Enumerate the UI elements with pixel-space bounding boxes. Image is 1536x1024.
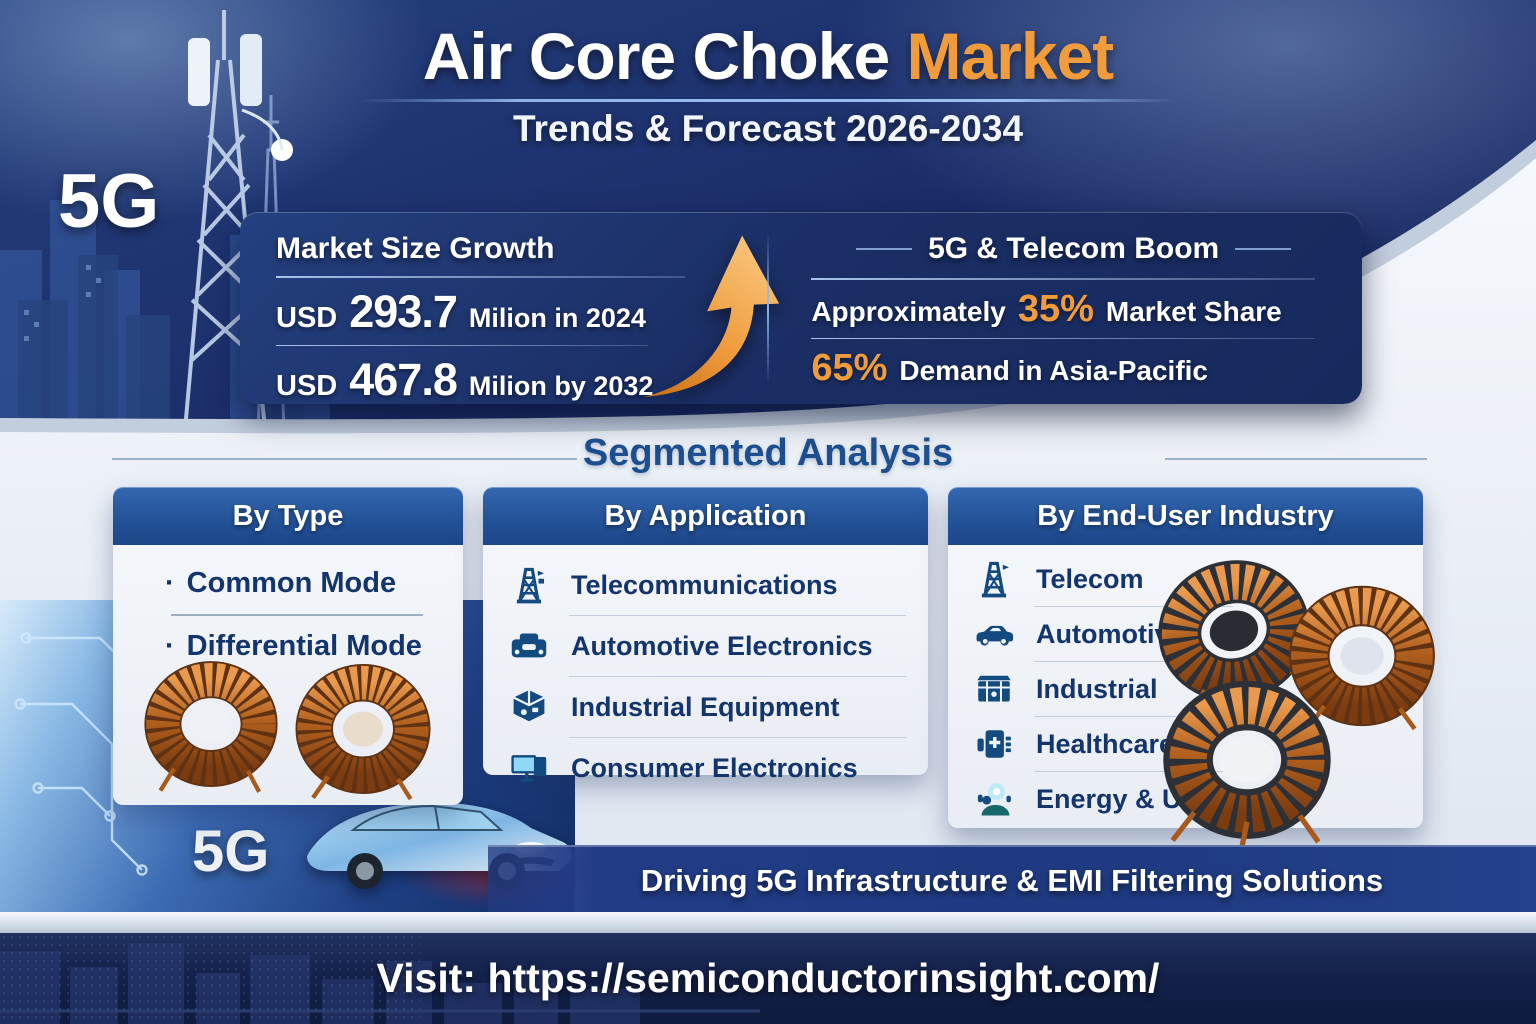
car-icon <box>976 625 1014 646</box>
toroid-coil-image <box>1289 585 1435 731</box>
application-label: Telecommunications <box>571 569 838 600</box>
toroid-coil-image <box>144 661 278 793</box>
application-label: Industrial Equipment <box>571 691 840 722</box>
end-user-row-industrial: Industrial <box>948 662 1423 716</box>
application-label: Automotive Electronics <box>571 630 873 661</box>
section-divider-line <box>1165 458 1427 460</box>
decorative-dash <box>1235 248 1292 250</box>
title-divider <box>358 99 1178 103</box>
type-item-common-mode: Common Mode <box>165 567 463 600</box>
telecom-boom-title: 5G & Telecom Boom <box>928 232 1220 265</box>
banner-text: Driving 5G Infrastructure & EMI Filterin… <box>640 862 1384 898</box>
boom-row-suffix: Market Share <box>1105 295 1282 327</box>
page-title: Air Core Choke Market <box>0 19 1536 93</box>
market-value-2024-suffix: Milion in 2024 <box>468 302 646 333</box>
title-main: Air Core Choke <box>422 19 890 93</box>
application-row-telecommunications: Telecommunications <box>483 555 928 615</box>
asia-pacific-percent: 65% <box>811 347 888 389</box>
row-divider <box>1034 606 1233 607</box>
row-divider <box>171 614 423 616</box>
row-divider <box>1034 661 1233 662</box>
subtitle: Trends & Forecast 2026-2034 <box>512 108 1024 150</box>
market-size-panel: Market Size Growth USD 293.7 Milion in 2… <box>240 212 780 406</box>
market-value-2024: 293.7 <box>349 285 458 337</box>
website-url-link[interactable]: https://semiconductorinsight.com/ <box>487 955 1160 1001</box>
telecom-tower-icon <box>516 567 545 604</box>
telecom-boom-row: Approximately 35% Market Share <box>811 288 1336 331</box>
bottom-banner: Driving 5G Infrastructure & EMI Filterin… <box>488 845 1536 914</box>
by-type-header: By Type <box>113 487 463 545</box>
visit-label: Visit: <box>376 955 477 1001</box>
row-divider <box>569 615 906 616</box>
header: Air Core Choke Market Trends & Forecast … <box>0 19 1536 150</box>
by-type-card: By Type Common Mode Differential Mode <box>113 487 463 805</box>
row-divider <box>569 676 906 677</box>
market-share-percent: 35% <box>1017 287 1094 330</box>
by-end-user-header: By End-User Industry <box>948 487 1423 545</box>
by-application-header: By Application <box>483 487 928 545</box>
application-row-automotive-electronics: Automotive Electronics <box>483 616 928 676</box>
title-accent: Market <box>906 19 1115 93</box>
application-row-industrial-equipment: Industrial Equipment <box>483 677 928 737</box>
automotive-icon <box>511 633 547 658</box>
toroid-coil-image <box>295 664 431 801</box>
growth-arrow-icon <box>643 235 780 398</box>
consumer-electronics-icon <box>511 755 547 782</box>
by-type-title: By Type <box>232 499 344 532</box>
toroid-coil-image <box>1163 680 1331 854</box>
market-size-row: USD 467.8 Milion by 2032 <box>276 354 741 406</box>
stats-panel: Market Size Growth USD 293.7 Milion in 2… <box>240 212 1362 406</box>
telecom-boom-panel: 5G & Telecom Boom Approximately 35% Mark… <box>767 212 1362 404</box>
market-value-2032-suffix: Milion by 2032 <box>468 371 654 401</box>
panel-divider <box>767 232 770 384</box>
section-divider-line <box>112 458 577 460</box>
by-end-user-title: By End-User Industry <box>1037 499 1334 532</box>
end-user-row-telecom: Telecom <box>948 551 1423 606</box>
industrial-crate-icon <box>977 675 1011 702</box>
segmented-analysis-title: Segmented Analysis <box>582 432 954 474</box>
currency-label: USD <box>276 301 338 334</box>
row-divider <box>569 737 906 738</box>
application-row-consumer-electronics: Consumer Electronics <box>483 738 928 798</box>
by-application-card: By Application Telecommunications <box>483 487 928 783</box>
telecom-tower-icon <box>981 561 1010 598</box>
end-user-row-healthcare: Healthcare <box>948 717 1423 771</box>
market-size-row: USD 293.7 Milion in 2024 <box>276 286 741 338</box>
type-item-differential-mode: Differential Mode <box>165 630 463 663</box>
end-user-label: Telecom <box>1036 563 1144 594</box>
row-divider <box>1034 771 1233 772</box>
footer: Visit: https://semiconductorinsight.com/ <box>0 933 1536 1024</box>
energy-utilities-icon <box>977 783 1011 816</box>
5g-label-bottom: 5G <box>192 819 270 884</box>
decorative-dash <box>856 248 913 250</box>
5g-label-top: 5G <box>58 159 160 244</box>
end-user-label: Industrial <box>1036 673 1158 704</box>
boom-row-suffix: Demand in Asia-Pacific <box>899 355 1209 386</box>
footer-text: Visit: https://semiconductorinsight.com/ <box>377 955 1160 1002</box>
by-end-user-card: By End-User Industry Telecom <box>948 487 1435 854</box>
end-user-label: Healthcare <box>1036 728 1175 759</box>
currency-label: USD <box>276 370 338 402</box>
by-application-title: By Application <box>604 499 807 532</box>
industrial-box-icon <box>513 690 545 722</box>
healthcare-icon <box>977 730 1011 758</box>
boom-row-prefix: Approximately <box>811 295 1006 327</box>
telecom-boom-row: 65% Demand in Asia-Pacific <box>811 347 1336 390</box>
silver-divider-band <box>0 912 1536 933</box>
row-divider <box>1034 716 1233 717</box>
application-label: Consumer Electronics <box>571 752 858 783</box>
market-size-title: Market Size Growth <box>276 232 555 265</box>
market-value-2032: 467.8 <box>349 354 458 405</box>
